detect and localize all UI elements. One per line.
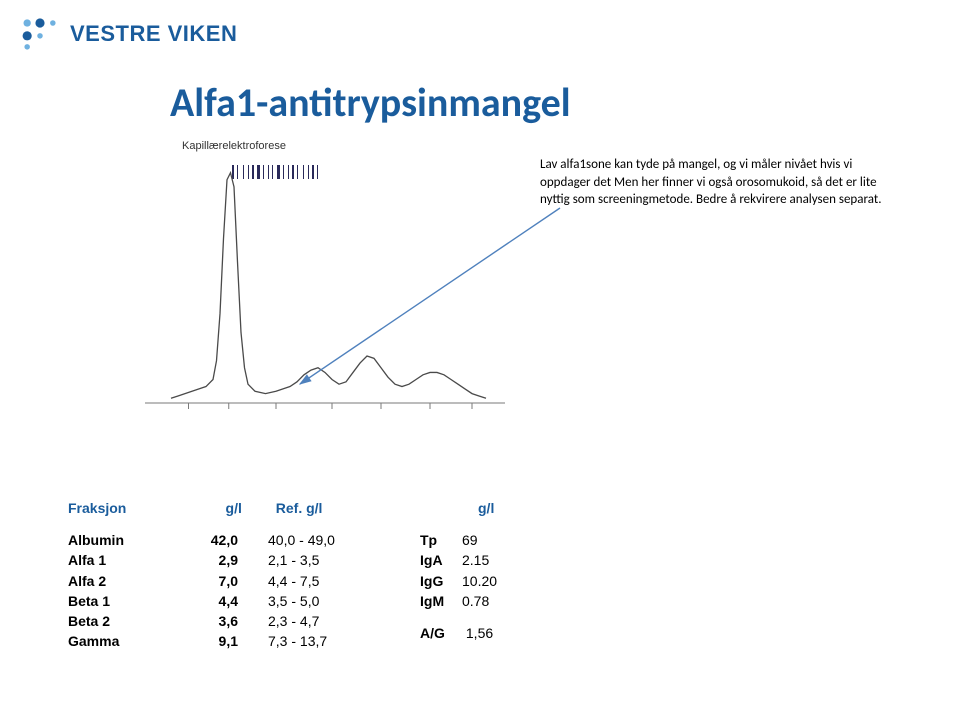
chart-caption: Kapillærelektroforese: [182, 140, 286, 152]
table-row: IgG10.20: [420, 571, 516, 591]
fraksjon-name: Alfa 2: [68, 571, 168, 591]
table-row: Gamma9,17,3 - 13,7: [68, 631, 386, 651]
table-row: IgM0.78: [420, 591, 516, 611]
col-header-gl: g/l: [172, 500, 242, 516]
ig-value: 10.20: [462, 571, 512, 591]
fraksjon-gl: 4,4: [168, 591, 238, 611]
fraksjon-name: Beta 1: [68, 591, 168, 611]
col-header-ref: Ref. g/l: [246, 500, 386, 516]
table-row: Alfa 27,04,4 - 7,5: [68, 571, 386, 591]
ig-label: IgA: [420, 550, 462, 570]
ig-label: IgG: [420, 571, 462, 591]
fraksjon-gl: 3,6: [168, 611, 238, 631]
table-row: IgA2.15: [420, 550, 516, 570]
fraksjon-name: Alfa 1: [68, 550, 168, 570]
electrophoresis-chart: [130, 158, 510, 428]
table-row: Tp69: [420, 530, 516, 550]
table-row: Albumin42,040,0 - 49,0: [68, 530, 386, 550]
page-title: Alfa1-antitrypsinmangel: [170, 78, 571, 127]
table-row: Beta 23,62,3 - 4,7: [68, 611, 386, 631]
fraksjon-ref: 2,1 - 3,5: [238, 550, 378, 570]
col-header-ig-gl: g/l: [420, 500, 516, 516]
fraksjon-ref: 40,0 - 49,0: [238, 530, 378, 550]
immunoglobulin-table: g/l Tp69IgA2.15IgG10.20IgM0.78 A/G 1,56: [420, 500, 516, 641]
fraksjon-gl: 42,0: [168, 530, 238, 550]
brand-logo: VESTRE VIKEN: [18, 14, 237, 54]
fraksjon-gl: 9,1: [168, 631, 238, 651]
fraksjon-gl: 7,0: [168, 571, 238, 591]
ig-value: 0.78: [462, 591, 512, 611]
ig-value: 2.15: [462, 550, 512, 570]
ig-label: Tp: [420, 530, 462, 550]
table-row: Beta 14,43,5 - 5,0: [68, 591, 386, 611]
ig-label: IgM: [420, 591, 462, 611]
annotation-text: Lav alfa1sone kan tyde på mangel, og vi …: [540, 156, 900, 209]
ig-value: 69: [462, 530, 512, 550]
fraksjon-ref: 2,3 - 4,7: [238, 611, 378, 631]
brand-name: VESTRE VIKEN: [70, 21, 237, 47]
logo-dots-icon: [18, 14, 62, 54]
ag-label: A/G: [420, 625, 462, 641]
fraksjon-ref: 7,3 - 13,7: [238, 631, 378, 651]
fraksjon-ref: 3,5 - 5,0: [238, 591, 378, 611]
col-header-fraksjon: Fraksjon: [68, 500, 168, 516]
table-row: Alfa 12,92,1 - 3,5: [68, 550, 386, 570]
fraksjon-name: Albumin: [68, 530, 168, 550]
fraksjon-gl: 2,9: [168, 550, 238, 570]
fraksjon-name: Gamma: [68, 631, 168, 651]
fraksjon-table: Fraksjon g/l Ref. g/l Albumin42,040,0 - …: [68, 500, 386, 652]
ag-value: 1,56: [466, 625, 516, 641]
fraksjon-ref: 4,4 - 7,5: [238, 571, 378, 591]
fraksjon-name: Beta 2: [68, 611, 168, 631]
